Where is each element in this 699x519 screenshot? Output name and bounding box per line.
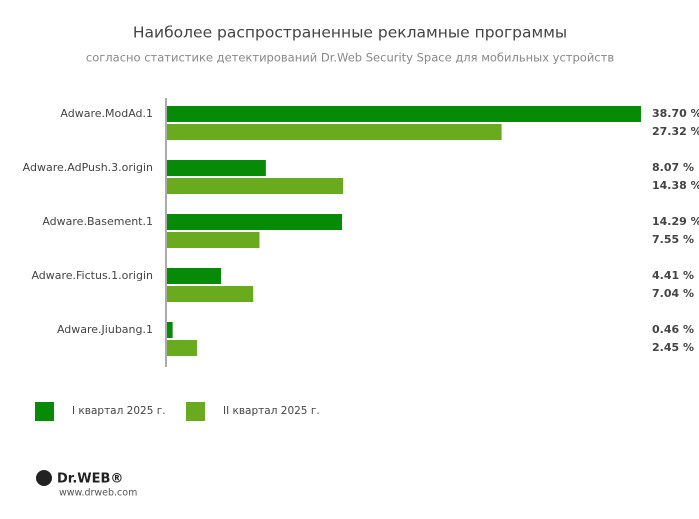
category-label: Adware.Jiubang.1 <box>57 323 153 336</box>
value-label: 7.55 % <box>652 233 694 246</box>
logo: Dr.WEB® www.drweb.com <box>36 470 137 499</box>
value-label: 14.38 % <box>652 179 699 192</box>
category-label: Adware.Basement.1 <box>42 215 153 228</box>
bar <box>167 340 198 356</box>
bar <box>167 160 266 176</box>
value-label: 38.70 % <box>652 107 699 120</box>
value-label: 14.29 % <box>652 215 699 228</box>
bar <box>167 322 173 338</box>
bar <box>167 106 641 122</box>
bar <box>167 286 254 302</box>
value-label: 0.46 % <box>652 323 694 336</box>
bar <box>167 268 222 284</box>
value-label: 27.32 % <box>652 125 699 138</box>
legend-label: II квартал 2025 г. <box>223 405 320 417</box>
legend-label: I квартал 2025 г. <box>72 405 166 417</box>
chart-title: Наиболее распространенные рекламные прог… <box>133 24 567 42</box>
logo-icon <box>36 470 52 486</box>
legend-swatch <box>35 402 54 421</box>
value-label: 7.04 % <box>652 287 694 300</box>
category-label: Adware.Fictus.1.origin <box>31 269 153 282</box>
bar <box>167 214 343 230</box>
value-label: 8.07 % <box>652 161 694 174</box>
legend-swatch <box>186 402 205 421</box>
bar <box>167 124 502 140</box>
website: www.drweb.com <box>59 488 137 499</box>
logo-text: Dr.WEB® <box>57 472 123 487</box>
value-label: 2.45 % <box>652 341 694 354</box>
chart-subtitle: согласно статистике детектирований Dr.We… <box>86 51 614 65</box>
bar <box>167 178 344 194</box>
bar <box>167 232 260 248</box>
value-label: 4.41 % <box>652 269 694 282</box>
category-label: Adware.ModAd.1 <box>60 107 153 120</box>
category-label: Adware.AdPush.3.origin <box>23 161 153 174</box>
